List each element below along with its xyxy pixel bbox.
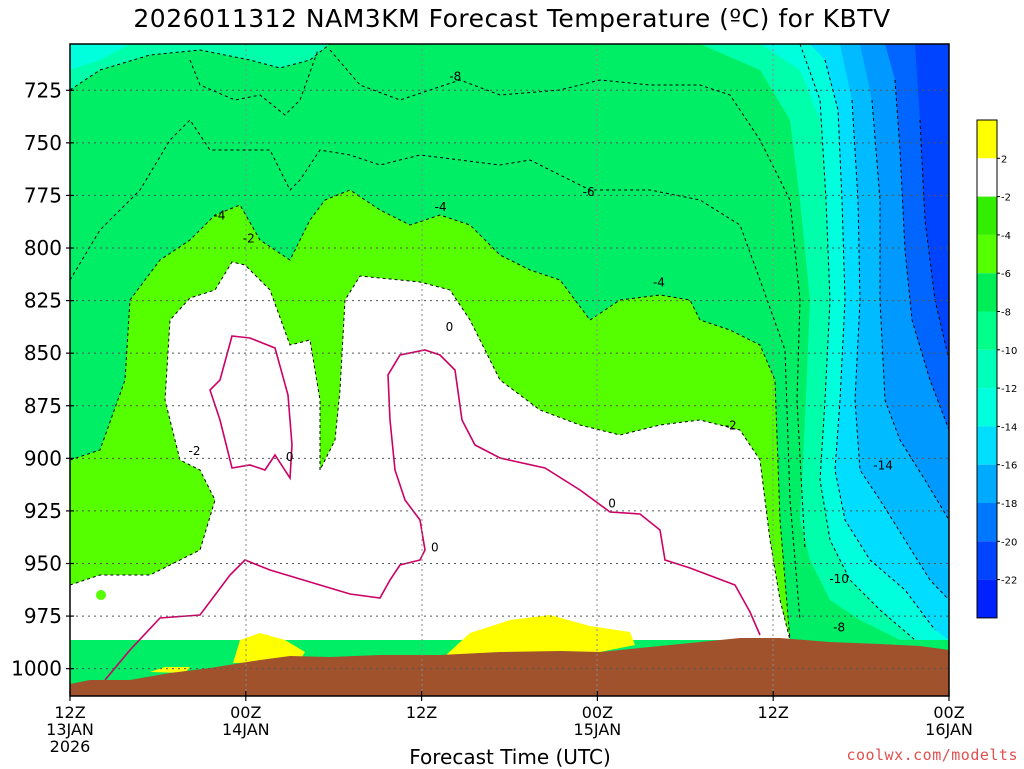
y-grid <box>70 89 949 670</box>
y-tick-label: 850 <box>24 341 62 365</box>
contour-label: -6 <box>583 185 595 199</box>
contour-label: -2 <box>243 231 255 245</box>
contour-label: -10 <box>829 572 849 586</box>
colorbar-segment <box>977 388 997 427</box>
dashed-contours <box>70 44 949 641</box>
x-tick-label: 12Z <box>758 703 789 722</box>
contour-label: -2 <box>725 419 737 433</box>
x-tick-label: 13JAN <box>46 720 94 739</box>
colorbar-segment <box>977 349 997 389</box>
contour-label: -8 <box>449 70 461 84</box>
colorbar-segment <box>977 273 997 312</box>
colorbar-segment <box>977 311 997 350</box>
contour-label: 0 <box>431 541 439 555</box>
contour-label: -8 <box>833 621 845 635</box>
y-tick-label: 825 <box>24 289 62 313</box>
x-tick-label: 16JAN <box>925 720 973 739</box>
colorbar-label: -4 <box>1001 231 1011 242</box>
y-tick-label: 775 <box>24 183 62 207</box>
contour-label: -4 <box>653 276 665 290</box>
y-tick-label: 1000 <box>11 657 62 681</box>
band-minus12-corner <box>70 44 130 70</box>
colorbar-segment <box>977 426 997 465</box>
colorbar-segment <box>977 158 997 197</box>
colorbar-label: -10 <box>1001 346 1017 357</box>
x-tick-label: 00Z <box>230 703 261 722</box>
colorbar-segment <box>977 234 997 274</box>
y-axis: 725 750 775 800 825 850 875 900 925 950 975 1000 <box>11 78 74 681</box>
colorbar-label: 2 <box>1001 154 1007 165</box>
colorbar: 2 -2 -4 -6 -8 -10 -12 -14 -16 -18 -20 -22 <box>976 119 1017 619</box>
x-tick-label: 15JAN <box>574 720 622 739</box>
above-freezing-patch-2 <box>445 615 635 658</box>
temperature-field <box>70 44 949 696</box>
x-tick-label: 00Z <box>582 703 613 722</box>
colorbar-label: -22 <box>1001 576 1017 587</box>
y-tick-label: 725 <box>24 78 62 102</box>
contour-label: -2 <box>189 444 201 458</box>
colorbar-label: -12 <box>1001 384 1017 395</box>
contour-label: -4 <box>435 200 447 214</box>
colorbar-segment <box>977 541 997 580</box>
colorbar-label: -16 <box>1001 461 1017 472</box>
contour-labels: -8 -6 -4 -4 -4 -2 -2 -2 0 0 0 0 -14 -10 -8 <box>189 70 893 635</box>
contour-label: -4 <box>213 208 225 222</box>
terrain <box>70 638 949 696</box>
x-tick-label: 00Z <box>933 703 964 722</box>
contour-label: 0 <box>446 320 454 334</box>
x-tick-label: 12Z <box>54 703 85 722</box>
y-tick-label: 800 <box>24 236 62 260</box>
contour-label: -14 <box>873 459 893 473</box>
y-tick-label: 975 <box>24 604 62 628</box>
colorbar-segment <box>977 579 997 618</box>
grid <box>245 44 774 696</box>
x-tick-label: 14JAN <box>222 720 270 739</box>
x-axis-label: Forecast Time (UTC) <box>409 745 611 769</box>
colorbar-label: -14 <box>1001 422 1017 433</box>
colorbar-label: -8 <box>1001 308 1011 319</box>
colorbar-label: -20 <box>1001 537 1017 548</box>
plot-frame <box>69 43 950 697</box>
freezing-lines <box>104 335 761 681</box>
contour-label: 0 <box>286 450 294 464</box>
band-minus2-to-2 <box>70 262 790 640</box>
band-minus22-right <box>915 44 949 360</box>
chart-title: 2026011312 NAM3KM Forecast Temperature (… <box>133 4 891 33</box>
x-tick-label: 12Z <box>406 703 437 722</box>
y-tick-label: 925 <box>24 499 62 523</box>
colorbar-segment <box>977 120 997 159</box>
colorbar-segment <box>977 464 997 503</box>
contour-label: 0 <box>608 497 616 511</box>
y-tick-label: 950 <box>24 551 62 575</box>
y-tick-label: 900 <box>24 446 62 470</box>
above-freezing-patch-1 <box>233 633 305 663</box>
credit-text: coolwx.com/modelts <box>846 746 1018 764</box>
green-patch <box>96 590 106 600</box>
colorbar-segment <box>977 503 997 542</box>
colorbar-frame <box>976 119 998 619</box>
colorbar-segment <box>977 196 997 235</box>
x-tick-label: 2026 <box>50 737 91 756</box>
colorbar-label: -6 <box>1001 269 1011 280</box>
colorbar-label: -2 <box>1001 193 1011 204</box>
colorbar-label: -18 <box>1001 499 1017 510</box>
y-tick-label: 750 <box>24 131 62 155</box>
band-minus10-upper <box>70 44 330 90</box>
y-tick-label: 875 <box>24 394 62 418</box>
